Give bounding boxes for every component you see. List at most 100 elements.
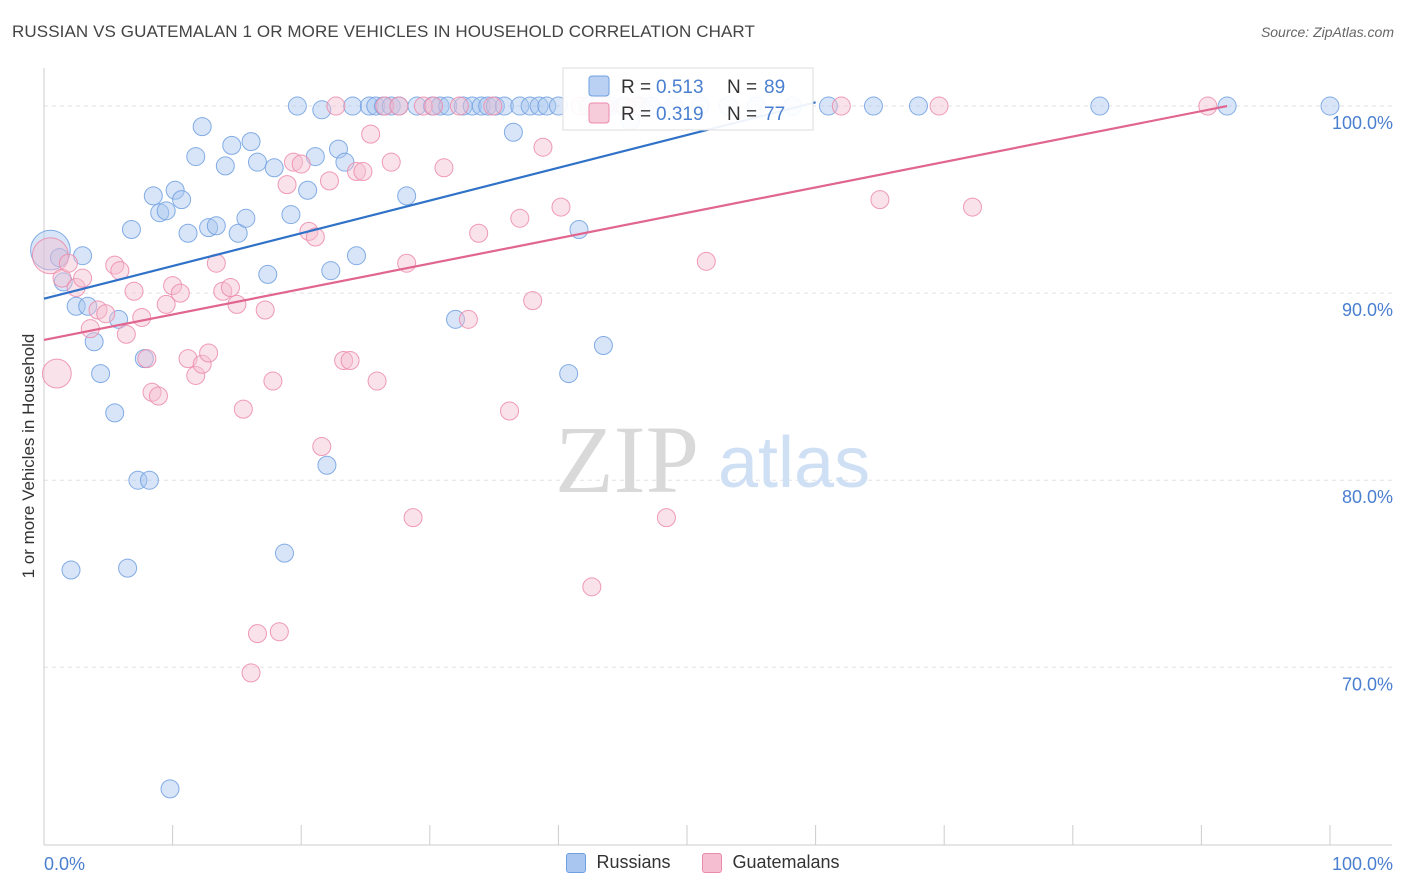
point-guatemalans xyxy=(263,371,283,391)
point-guatemalans xyxy=(367,371,387,391)
point-russians xyxy=(537,96,557,116)
point-russians xyxy=(438,96,458,116)
point-guatemalans xyxy=(962,197,982,217)
point-russians xyxy=(66,296,86,316)
legend-label-russians: Russians xyxy=(596,852,671,872)
point-russians xyxy=(559,364,579,384)
point-guatemalans xyxy=(319,171,339,191)
point-guatemalans xyxy=(58,253,78,273)
point-russians xyxy=(91,364,111,384)
stats-legend-r-value-russians: 0.513 xyxy=(656,77,704,98)
point-russians xyxy=(478,96,498,116)
chart-title: RUSSIAN VS GUATEMALAN 1 OR MORE VEHICLES… xyxy=(12,22,755,41)
point-guatemalans xyxy=(353,162,373,182)
point-guatemalans xyxy=(269,622,289,642)
point-guatemalans xyxy=(233,399,253,419)
point-russians xyxy=(160,779,180,799)
point-guatemalans xyxy=(283,152,303,172)
point-russians xyxy=(156,201,176,221)
y-tick-label: 90.0% xyxy=(1342,300,1393,320)
point-guatemalans xyxy=(381,152,401,172)
point-russians xyxy=(430,96,450,116)
watermark-atlas: atlas xyxy=(718,423,870,503)
point-guatemalans xyxy=(458,309,478,329)
point-guatemalans xyxy=(533,137,553,157)
stats-legend-n-label-russians: N = xyxy=(727,77,757,98)
point-guatemalans xyxy=(220,278,240,298)
legend-swatch-guatemalans xyxy=(702,852,723,873)
point-russians xyxy=(139,470,159,490)
point-russians xyxy=(494,96,514,116)
point-guatemalans xyxy=(510,208,530,228)
point-guatemalans xyxy=(346,162,366,182)
legend-item-russians: Russians xyxy=(566,852,670,873)
point-guatemalans xyxy=(255,300,275,320)
stats-legend-swatch-russians xyxy=(588,75,610,97)
point-russians xyxy=(312,100,332,120)
x-tick-label-max: 100.0% xyxy=(1332,854,1393,874)
point-guatemalans xyxy=(137,349,157,369)
stats-legend: R = 0.513 N = 89 R = 0.319 N = 77 xyxy=(562,67,814,131)
point-russians xyxy=(298,180,318,200)
point-guatemalans xyxy=(247,624,267,644)
point-russians xyxy=(241,132,261,152)
point-russians xyxy=(143,186,163,206)
point-guatemalans xyxy=(326,96,346,116)
point-guatemalans xyxy=(192,354,212,374)
source-label: Source: ZipAtlas.com xyxy=(1260,24,1394,40)
point-russians xyxy=(172,190,192,210)
point-guatemalans xyxy=(132,307,152,327)
point-guatemalans xyxy=(124,281,144,301)
point-russians xyxy=(343,96,363,116)
point-guatemalans xyxy=(929,96,949,116)
point-russians xyxy=(215,156,235,176)
watermark: ZIP atlas xyxy=(555,406,870,513)
point-russians xyxy=(908,96,928,116)
point-russians xyxy=(471,96,491,116)
point-guatemalans xyxy=(483,96,503,116)
point-russians xyxy=(397,186,417,206)
point-guatemalans xyxy=(41,358,72,389)
point-russians xyxy=(529,96,549,116)
y-axis-label: 1 or more Vehicles in Household xyxy=(19,334,38,579)
point-guatemalans xyxy=(389,96,409,116)
point-russians xyxy=(121,220,141,240)
point-guatemalans xyxy=(582,577,602,597)
point-guatemalans xyxy=(656,508,676,528)
stats-legend-r-value-guatemalans: 0.319 xyxy=(656,104,704,125)
point-guatemalans xyxy=(403,508,423,528)
point-guatemalans xyxy=(434,158,454,178)
point-guatemalans xyxy=(449,96,469,116)
point-guatemalans xyxy=(523,291,543,311)
point-guatemalans xyxy=(1198,96,1218,116)
point-russians xyxy=(228,223,248,243)
point-russians xyxy=(593,336,613,356)
point-russians xyxy=(287,96,307,116)
trend-layer xyxy=(43,101,1228,341)
point-russians xyxy=(247,152,267,172)
point-guatemalans xyxy=(142,382,162,402)
bottom-legend: Russians Guatemalans xyxy=(0,852,1406,873)
point-guatemalans xyxy=(870,190,890,210)
point-russians xyxy=(165,180,185,200)
point-russians xyxy=(863,96,883,116)
point-guatemalans xyxy=(831,96,851,116)
point-russians xyxy=(281,205,301,225)
point-guatemalans xyxy=(375,96,395,116)
point-guatemalans xyxy=(163,276,183,296)
stats-legend-n-value-guatemalans: 77 xyxy=(764,104,785,125)
point-guatemalans xyxy=(105,255,125,275)
point-russians xyxy=(503,122,523,142)
y-tick-label: 70.0% xyxy=(1342,674,1393,694)
point-guatemalans xyxy=(178,349,198,369)
point-guatemalans xyxy=(696,251,716,271)
point-guatemalans xyxy=(227,294,247,314)
stats-legend-swatch-guatemalans xyxy=(588,102,610,124)
point-guatemalans xyxy=(170,283,190,303)
point-russians xyxy=(118,558,138,578)
point-russians xyxy=(274,543,294,563)
point-russians xyxy=(236,208,256,228)
point-russians xyxy=(321,261,341,281)
point-russians xyxy=(61,560,81,580)
y-tick-label: 80.0% xyxy=(1342,487,1393,507)
